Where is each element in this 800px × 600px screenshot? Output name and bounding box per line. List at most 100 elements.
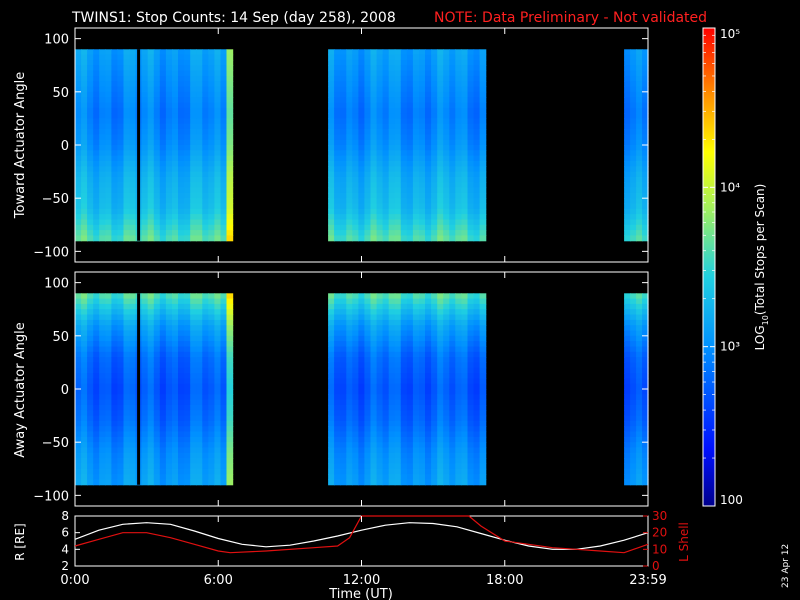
heatmap-cell [642, 309, 649, 316]
heatmap-cell [340, 405, 347, 411]
heatmap-cell [81, 436, 88, 443]
heatmap-cell [105, 447, 112, 454]
heatmap-cell [147, 405, 155, 411]
heatmap-cell [352, 208, 359, 215]
heatmap-cell [340, 309, 347, 316]
heatmap-cell [93, 214, 100, 220]
heatmap-cell [443, 314, 450, 321]
heatmap-cell [208, 362, 215, 369]
heatmap-cell [449, 139, 456, 146]
heatmap-cell [352, 107, 359, 114]
heatmap-cell [111, 49, 119, 56]
heatmap-cell [412, 335, 420, 342]
heatmap-cell [419, 442, 426, 449]
heatmap-cell [479, 426, 487, 433]
heatmap-cell [419, 203, 426, 210]
heatmap-cell [461, 351, 469, 358]
heatmap-cell [352, 171, 359, 178]
heatmap-cell [636, 219, 643, 226]
heatmap-cell [202, 325, 209, 332]
heatmap-cell [636, 436, 643, 443]
heatmap-cell [75, 389, 82, 395]
heatmap-cell [630, 325, 637, 332]
heatmap-cell [382, 452, 390, 459]
x-tick-label: 23:59 [629, 573, 666, 588]
heatmap-cell [358, 293, 366, 300]
heatmap-cell [431, 479, 438, 486]
heatmap-cell [437, 330, 444, 337]
heatmap-cell [364, 442, 372, 449]
heatmap-cell [334, 171, 341, 178]
heatmap-cell [178, 70, 185, 77]
heatmap-cell [99, 405, 106, 411]
heatmap-cell [220, 442, 228, 449]
heatmap-cell [328, 303, 335, 310]
heatmap-cell [412, 431, 420, 438]
heatmap-cell [419, 367, 426, 374]
heatmap-cell [172, 150, 179, 157]
heatmap-cell [159, 330, 167, 337]
heatmap-cell [352, 129, 359, 135]
heatmap-cell [141, 230, 149, 236]
heatmap-cell [461, 442, 469, 449]
heatmap-cell [214, 139, 222, 146]
heatmap-cell [412, 298, 420, 305]
heatmap-cell [111, 91, 119, 98]
heatmap-cell [400, 314, 408, 321]
heatmap-cell [382, 367, 390, 374]
heatmap-cell [630, 367, 637, 374]
heatmap-cell [388, 330, 396, 337]
heatmap-cell [431, 134, 438, 141]
heatmap-cell [147, 123, 155, 130]
heatmap-cell [99, 383, 106, 390]
heatmap-cell [461, 129, 469, 135]
x-axis-label: Time (UT) [328, 587, 393, 600]
heatmap-cell [382, 420, 390, 427]
heatmap-cell [406, 75, 414, 82]
heatmap-cell [455, 230, 462, 236]
heatmap-cell [370, 145, 378, 151]
heatmap-cell [220, 362, 228, 369]
heatmap-cell [208, 224, 215, 231]
heatmap-cell [75, 182, 82, 189]
heatmap-cell [443, 335, 450, 342]
heatmap-cell [388, 107, 396, 114]
heatmap-cell [461, 378, 469, 385]
heatmap-cell [358, 335, 366, 342]
heatmap-cell [642, 102, 649, 109]
heatmap-cell [141, 420, 149, 427]
heatmap-cell [437, 139, 444, 146]
heatmap-cell [364, 81, 372, 88]
heatmap-cell [226, 415, 234, 422]
heatmap-cell [364, 452, 372, 459]
heatmap-cell [449, 463, 456, 470]
heatmap-cell [226, 214, 234, 220]
heatmap-cell [388, 235, 396, 242]
heatmap-cell [364, 420, 372, 427]
heatmap-cell [479, 468, 487, 475]
heatmap-cell [455, 235, 462, 242]
heatmap-cell [159, 224, 167, 231]
heatmap-cell [642, 373, 649, 379]
heatmap-cell [141, 431, 149, 438]
heatmap-cell [184, 394, 191, 401]
heatmap-cell [87, 362, 94, 369]
heatmap-cell [202, 230, 209, 236]
heatmap-cell [153, 314, 161, 321]
heatmap-cell [425, 198, 432, 205]
heatmap-cell [437, 479, 444, 486]
heatmap-cell [473, 420, 481, 427]
heatmap-cell [642, 150, 649, 157]
heatmap-cell [461, 65, 469, 72]
heatmap-cell [479, 330, 487, 337]
heatmap-cell [340, 192, 347, 199]
heatmap-cell [406, 235, 414, 242]
heatmap-cell [479, 325, 487, 332]
heatmap-cell [358, 351, 366, 358]
heatmap-cell [467, 341, 475, 347]
heatmap-cell [394, 378, 402, 385]
heatmap-cell [87, 192, 94, 199]
heatmap-cell [358, 224, 366, 231]
heatmap-cell [431, 405, 438, 411]
y-tick-label-left: 6 [61, 526, 69, 540]
